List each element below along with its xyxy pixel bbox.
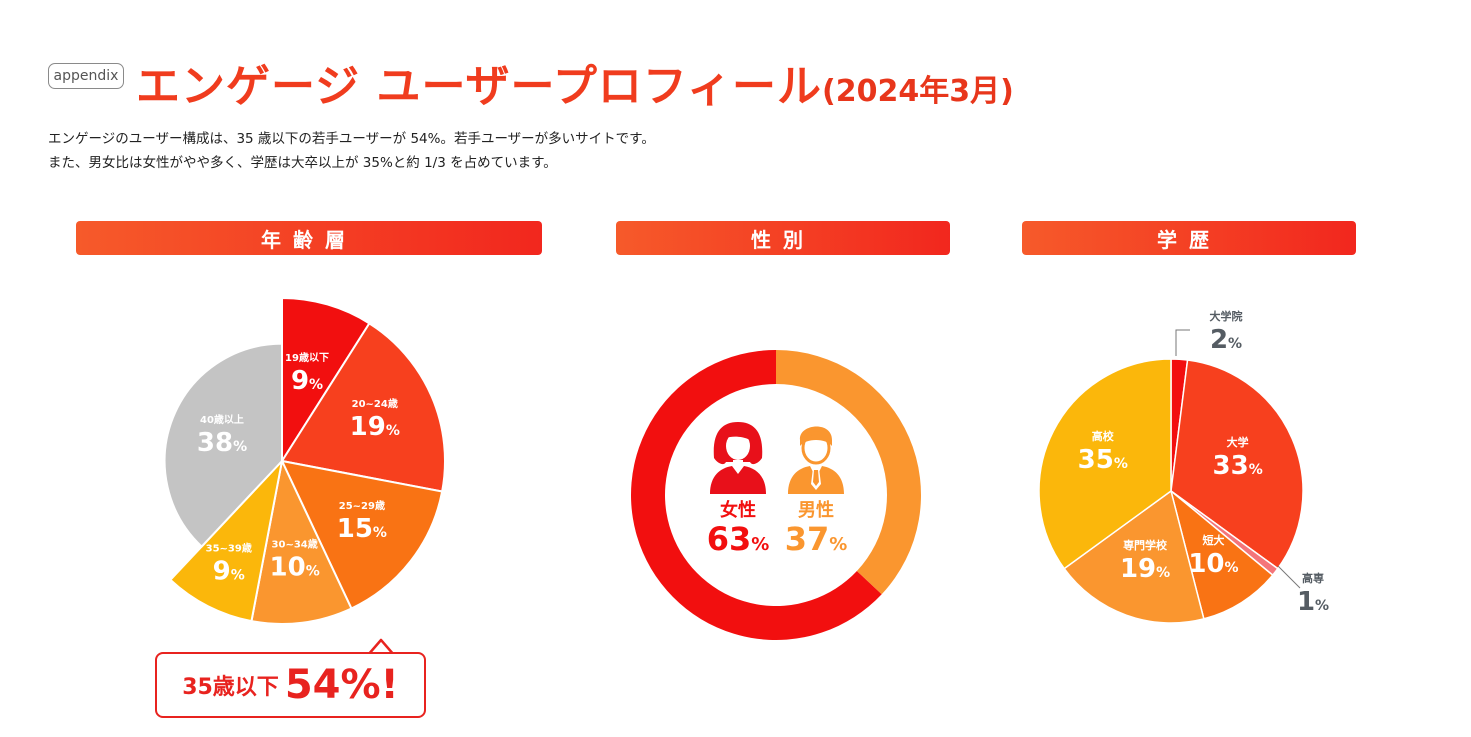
education-slice-0-category-label: 大学院 [1210,309,1243,323]
age-slice-2-category-label: 25~29歳 [339,499,385,512]
age-slice-2-label: 25~29歳 15% [337,499,387,544]
page-title-main: エンゲージ ユーザープロフィール [136,61,823,112]
age-slice-4 [169,457,284,623]
education-slice-0-value-label: 2% [1210,325,1242,355]
education-slice-5-category-label: 高校 [1092,429,1115,443]
age-slice-2 [280,459,444,610]
age-slice-4-category-label: 35~39歳 [206,542,252,555]
age-slice-4-label: 35~39歳 9% [206,542,252,587]
education-slice-3-value-label: 10% [1188,549,1238,579]
age-slice-5-value-label: 38% [197,428,247,458]
education-slice-5-value-label: 35% [1078,445,1128,475]
callout-prefix: 35歳以下 [182,675,279,700]
female-icon [710,422,766,494]
description: エンゲージのユーザー構成は、35 歳以下の若手ユーザーが 54%。若手ユーザーが… [48,127,655,175]
callout-value: 54%! [284,662,399,708]
gender-male-value-label: 37% [785,520,848,558]
age-slice-3-value-label: 10% [270,552,320,582]
education-slice-4-value-label: 19% [1120,554,1170,584]
age-slice-3-category-label: 30~34歳 [272,537,318,550]
age-slice-2-value-label: 15% [337,514,387,544]
age-slice-5 [163,342,283,548]
education-leader-2 [1277,565,1301,589]
education-leader-0 [1175,329,1190,356]
gender-slice-1 [776,350,921,595]
page-title-date: (2024年3月) [822,74,1014,109]
education-slice-4 [1063,489,1205,624]
education-slice-2-value-label: 1% [1297,587,1329,617]
section-header-age: 年齢層 [76,221,542,255]
gender-female-value-label: 63% [707,520,770,558]
age-slice-1-label: 20~24歳 19% [350,397,400,442]
education-slice-5-label: 高校 35% [1078,429,1128,475]
age-slice-1 [280,321,446,493]
age-slice-5-label: 40歳以上 38% [197,413,247,458]
callout-tail [367,638,395,656]
education-pie-chart: 大学 33% 短大 10% 専門学校 19% 高校 35% 大学院 2% 高専 1% [1038,309,1329,624]
education-slice-2-category-label: 高専 [1302,571,1324,585]
page-title: エンゲージ ユーザープロフィール(2024年3月) [136,50,1014,114]
gender-male-category-label: 男性 [798,499,834,521]
age-slice-3 [250,457,353,625]
age-slice-0-label: 19歳以下 9% [285,351,329,396]
age-slice-0-category-label: 19歳以下 [285,351,329,364]
gender-slice-0 [631,350,882,640]
male-icon [788,426,844,494]
section-header-gender: 性別 [616,221,950,255]
gender-female-category-label: 女性 [720,499,756,521]
education-slice-1-value-label: 33% [1213,451,1263,481]
appendix-tag: appendix [48,63,124,89]
education-slice-4-category-label: 専門学校 [1123,538,1168,552]
education-slice-1-label: 大学 33% [1213,435,1263,481]
education-slice-2-label: 高専 1% [1297,571,1329,617]
education-slice-1-category-label: 大学 [1227,435,1249,449]
age-slice-0 [281,296,371,465]
education-slice-3 [1169,488,1274,620]
education-slice-0-label: 大学院 2% [1210,309,1243,355]
description-line-2: また、男女比は女性がやや多く、学歴は大卒以上が 35%と約 1/3 を占めていま… [48,155,557,171]
education-slice-3-category-label: 短大 [1202,533,1224,547]
age-slice-4-value-label: 9% [213,557,245,587]
under-35-callout: 35歳以下 54%! [155,652,426,718]
age-slice-1-category-label: 20~24歳 [352,397,398,410]
description-line-1: エンゲージのユーザー構成は、35 歳以下の若手ユーザーが 54%。若手ユーザーが… [48,131,655,147]
education-slice-1 [1170,359,1304,570]
education-slice-3-label: 短大 10% [1188,533,1238,579]
age-slice-3-label: 30~34歳 10% [270,537,320,582]
age-slice-1-value-label: 19% [350,412,400,442]
age-slice-0-value-label: 9% [291,366,323,396]
section-header-education: 学歴 [1022,221,1356,255]
age-pie-chart: 19歳以下 9% 20~24歳 19% 25~29歳 15% 30~34歳 10% 35~39歳… [163,296,446,625]
education-slice-4-label: 専門学校 19% [1120,538,1170,584]
age-slice-5-category-label: 40歳以上 [200,413,244,426]
education-slice-5 [1038,358,1172,570]
